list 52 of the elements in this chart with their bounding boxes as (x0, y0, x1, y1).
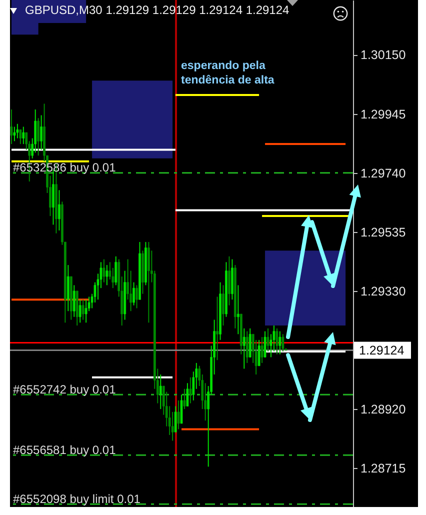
candlestick (40, 114, 43, 150)
y-tick-label: 1.29535 (360, 225, 406, 240)
ref-line-label: #6552098 buy limit 0.01 (13, 492, 141, 506)
candlestick (186, 382, 189, 407)
candlestick (266, 328, 270, 352)
candlestick (180, 394, 183, 424)
annotation: esperando pela tendência de alta (181, 60, 275, 86)
candlestick (228, 256, 230, 306)
y-tick-label: 1.28920 (360, 402, 406, 417)
candlestick (282, 334, 284, 352)
candlestick (278, 330, 282, 355)
candlestick (58, 190, 60, 231)
candlestick (102, 258, 106, 283)
candlestick (242, 328, 246, 370)
candlestick (216, 296, 218, 361)
candlestick (236, 284, 240, 335)
candlestick (84, 299, 88, 324)
candlestick (264, 330, 266, 358)
candlestick (37, 118, 40, 156)
candlestick (114, 256, 118, 286)
y-tick-label: 1.28715 (360, 462, 406, 476)
candlestick (72, 284, 76, 318)
ref-line-label: 1.29124 (359, 343, 404, 358)
candlestick (260, 336, 264, 364)
candlestick (159, 374, 162, 410)
candlestick (177, 400, 180, 430)
ref-line-label: #6556581 buy 0.01 (13, 442, 116, 457)
candlestick (258, 339, 260, 366)
candlestick (78, 299, 82, 324)
candlestick (222, 284, 224, 326)
candlestick (276, 328, 278, 355)
y-tick-label: 1.29330 (360, 284, 406, 298)
candlestick (19, 129, 22, 145)
candlestick (248, 328, 252, 358)
candlestick (66, 264, 70, 312)
candlestick (136, 284, 138, 309)
candlestick (132, 282, 135, 306)
candlestick (13, 126, 16, 142)
candlestick (22, 126, 25, 145)
candlestick (16, 123, 19, 139)
y-tick-label: 1.30150 (360, 48, 406, 62)
candlestick (147, 241, 150, 324)
candlestick (174, 406, 177, 433)
candlestick (10, 108, 13, 145)
candlestick (183, 388, 186, 410)
y-tick-label: 1.29740 (360, 166, 406, 180)
y-tick-label: 1.29945 (360, 107, 406, 122)
ref-line-label: #6552742 buy 0.01 (13, 382, 116, 396)
candlestick (189, 376, 192, 404)
candlestick (106, 264, 108, 286)
candlestick (246, 330, 248, 364)
candlestick (82, 299, 84, 320)
